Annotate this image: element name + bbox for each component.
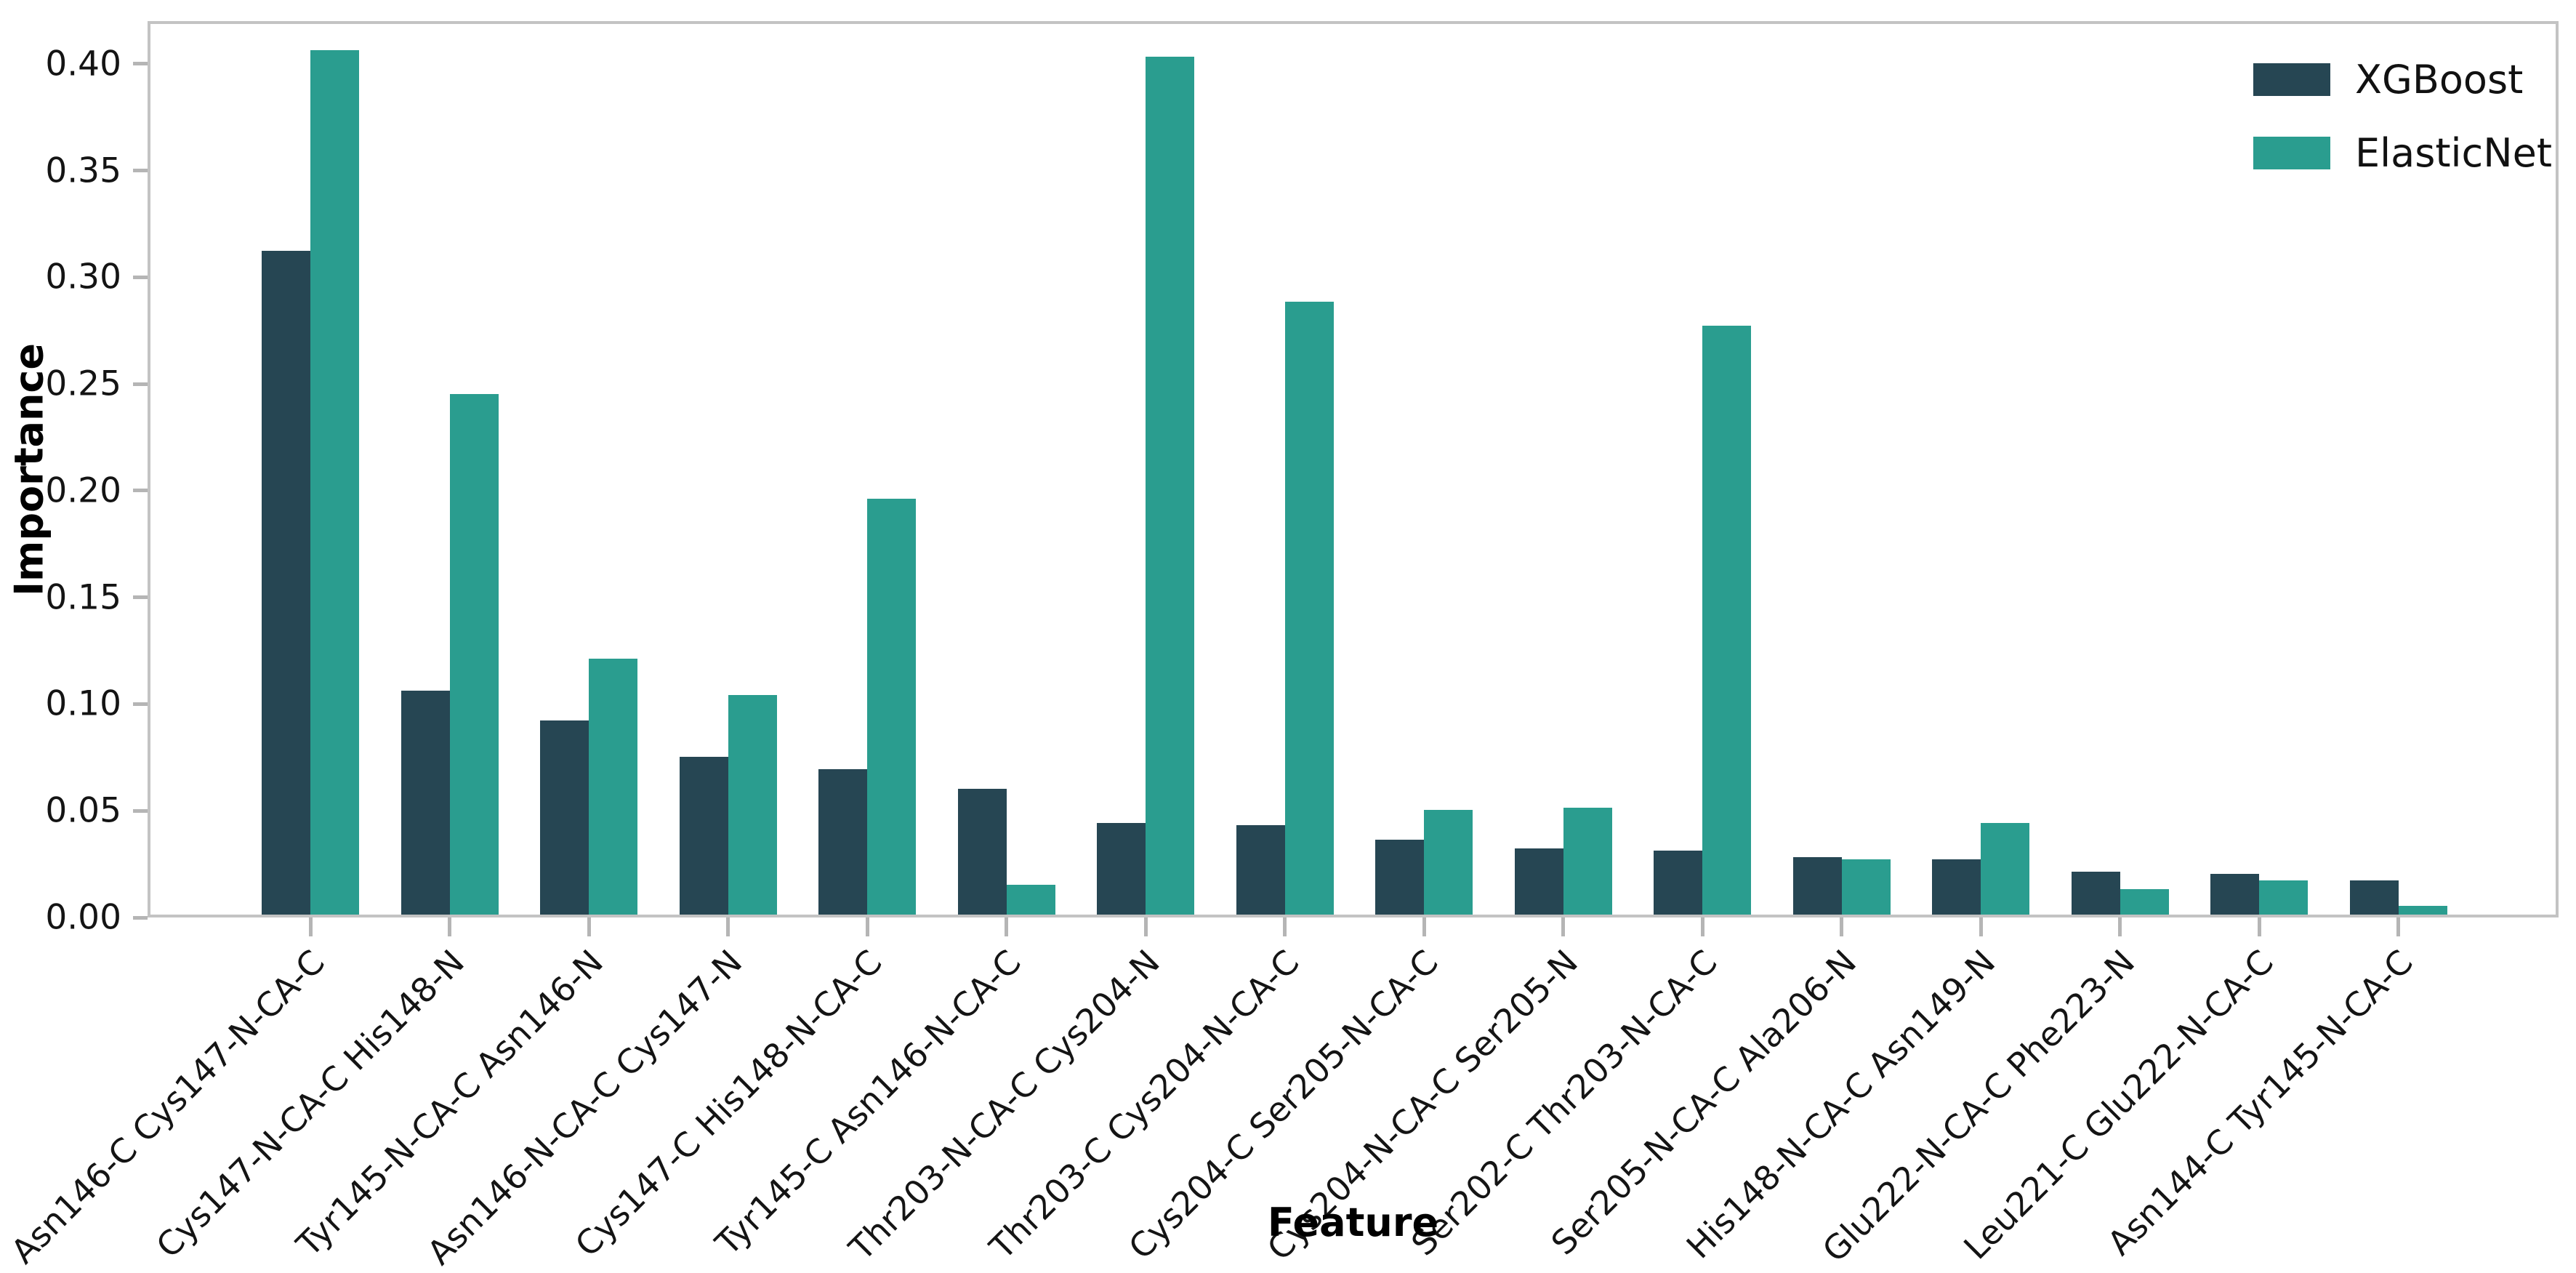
bar-elasticnet-6 [1006, 884, 1055, 915]
bar-xgboost-3 [540, 720, 589, 915]
x-axis-title: Feature [1267, 1200, 1439, 1245]
legend-label-xgboost: XGBoost [2355, 57, 2524, 103]
y-tick-label-0.30: 0.30 [45, 257, 121, 297]
legend-swatch-elasticnet [2253, 137, 2330, 169]
bar-elasticnet-11 [1702, 325, 1751, 915]
x-tick-16 [2396, 917, 2400, 936]
bar-xgboost-10 [1514, 848, 1563, 915]
bar-xgboost-16 [2349, 880, 2399, 915]
legend-entry-elasticnet: ElasticNet [2253, 130, 2552, 176]
y-tick-label-0.10: 0.10 [45, 683, 121, 724]
legend-entry-xgboost: XGBoost [2253, 57, 2552, 103]
y-tick-label-0.25: 0.25 [45, 364, 121, 404]
bar-elasticnet-13 [1981, 822, 2029, 915]
bar-xgboost-12 [1792, 856, 1842, 915]
x-tick-11 [1700, 917, 1704, 936]
y-tick-0.30 [133, 275, 148, 279]
x-tick-10 [1561, 917, 1565, 936]
bar-elasticnet-5 [867, 498, 916, 915]
x-tick-14 [2118, 917, 2122, 936]
y-tick-0.00 [133, 915, 148, 920]
y-tick-0.40 [133, 62, 148, 66]
bar-elasticnet-12 [1841, 859, 1891, 915]
y-tick-0.20 [133, 489, 148, 493]
x-tick-7 [1143, 917, 1148, 936]
x-tick-4 [726, 917, 730, 936]
x-tick-12 [1840, 917, 1843, 936]
bar-xgboost-8 [1236, 824, 1285, 915]
x-tick-5 [865, 917, 869, 936]
y-tick-0.10 [133, 702, 148, 706]
bar-xgboost-14 [2071, 872, 2120, 915]
bar-xgboost-13 [1932, 859, 1981, 915]
x-tick-8 [1283, 917, 1287, 936]
bar-elasticnet-4 [728, 694, 777, 915]
x-tick-6 [1005, 917, 1008, 936]
y-tick-label-0.40: 0.40 [45, 44, 121, 84]
plot-area: 0.00 0.05 0.10 0.15 0.20 0.25 0.30 0.35 0.40 Asn1… [4, 21, 2559, 1272]
bar-xgboost-6 [957, 788, 1007, 915]
legend-swatch-xgboost [2253, 63, 2330, 96]
bar-xgboost-11 [1654, 850, 1702, 915]
bar-xgboost-5 [818, 769, 867, 915]
y-tick-label-0.15: 0.15 [45, 577, 121, 618]
y-tick-label-0.00: 0.00 [45, 897, 121, 938]
bar-xgboost-1 [262, 251, 310, 915]
bar-xgboost-2 [401, 690, 450, 915]
bar-xgboost-9 [1375, 840, 1424, 915]
legend: XGBoost ElasticNet [2253, 57, 2552, 176]
x-tick-13 [1979, 917, 1983, 936]
bar-elasticnet-9 [1424, 810, 1473, 915]
x-tick-15 [2257, 917, 2261, 936]
bar-elasticnet-8 [1284, 302, 1334, 915]
x-tick-1 [308, 917, 313, 936]
bar-elasticnet-1 [310, 50, 359, 915]
bar-elasticnet-7 [1146, 56, 1194, 915]
bar-xgboost-15 [2210, 874, 2259, 915]
y-tick-label-0.20: 0.20 [45, 470, 121, 511]
y-tick-0.05 [133, 808, 148, 813]
bar-elasticnet-3 [589, 658, 637, 915]
x-tick-2 [448, 917, 451, 936]
y-tick-0.15 [133, 595, 148, 600]
bar-elasticnet-16 [2398, 906, 2447, 915]
bar-xgboost-7 [1097, 822, 1146, 915]
y-tick-label-0.35: 0.35 [45, 150, 121, 190]
y-tick-0.25 [133, 382, 148, 386]
legend-label-elasticnet: ElasticNet [2355, 130, 2553, 176]
y-tick-0.35 [133, 169, 148, 172]
bar-elasticnet-14 [2120, 888, 2169, 915]
bar-elasticnet-15 [2259, 880, 2308, 915]
bar-elasticnet-2 [449, 393, 499, 915]
y-tick-label-0.05: 0.05 [45, 790, 121, 831]
x-tick-3 [587, 917, 591, 936]
bar-elasticnet-10 [1563, 808, 1612, 915]
bar-xgboost-4 [679, 756, 728, 915]
x-tick-9 [1422, 917, 1426, 936]
